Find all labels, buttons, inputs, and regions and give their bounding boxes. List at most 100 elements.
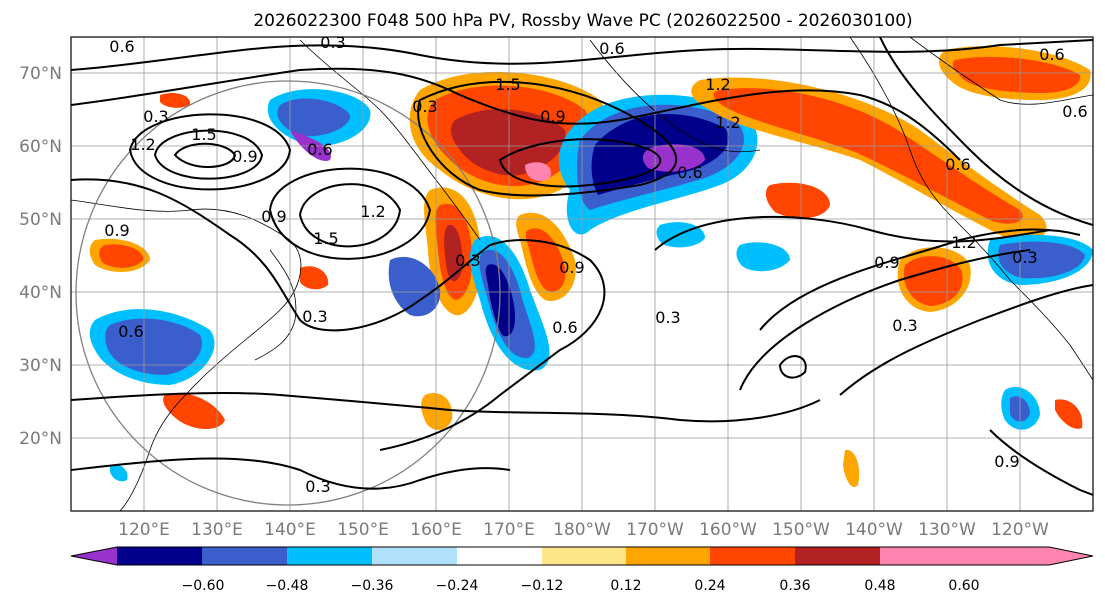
colorbar-extend-high	[880, 547, 1093, 565]
contour-label: 0.3	[320, 33, 345, 52]
contour-label: 0.6	[1062, 102, 1087, 121]
contour-line	[989, 429, 1093, 496]
colorbar-tick: 0.36	[779, 578, 810, 594]
contour-label: 0.9	[874, 253, 899, 272]
contour-line	[71, 67, 961, 161]
lon-label: 180°W	[553, 520, 611, 540]
lon-label: 120°E	[118, 520, 170, 540]
colorbar-tick: 0.48	[864, 578, 895, 594]
positive-anomaly	[450, 109, 566, 176]
contour-label: 0.3	[143, 107, 168, 126]
anomaly-shading	[89, 46, 1093, 488]
colorbar-tick: −0.12	[521, 578, 564, 594]
positive-anomaly	[300, 266, 329, 290]
contour-line	[379, 239, 606, 451]
colorbar-tick: 0.12	[610, 578, 641, 594]
contour-label: 0.9	[261, 207, 286, 226]
negative-anomaly	[388, 256, 441, 317]
lon-label: 130°W	[918, 520, 976, 540]
negative-anomaly	[277, 98, 351, 137]
colorbar-segment	[542, 547, 626, 565]
negative-anomaly	[110, 464, 128, 482]
positive-anomaly	[99, 244, 144, 268]
lat-label: 40°N	[19, 283, 62, 303]
contour-label: 1.5	[313, 229, 338, 248]
contour-label: 0.6	[552, 318, 577, 337]
contour-label: 0.3	[1012, 248, 1037, 267]
contour-label: 0.6	[307, 140, 332, 159]
lat-label: 70°N	[19, 64, 62, 84]
lat-label: 50°N	[19, 210, 62, 230]
contour-label: 0.3	[305, 477, 330, 496]
colorbar-tick: 0.60	[948, 578, 979, 594]
figure-title: 2026022300 F048 500 hPa PV, Rossby Wave …	[253, 11, 912, 31]
colorbar-segment	[457, 547, 542, 565]
colorbar-tick: −0.48	[266, 578, 309, 594]
colorbar-segment	[117, 547, 202, 565]
colorbar-tick: 0.24	[694, 578, 725, 594]
contour-line	[778, 355, 807, 379]
colorbar: −0.60 −0.48 −0.36 −0.24 −0.12 0.12 0.24 …	[70, 546, 1094, 594]
colorbar-outline	[70, 546, 1094, 566]
positive-anomaly	[843, 449, 860, 488]
contour-label: 0.9	[232, 147, 257, 166]
contour-label: 0.9	[559, 258, 584, 277]
contour-line	[71, 178, 491, 332]
contour-label: 1.5	[495, 75, 520, 94]
negative-anomaly	[736, 242, 790, 272]
lon-label: 140°E	[264, 520, 316, 540]
coastlines	[71, 37, 1093, 511]
lon-label: 160°W	[699, 520, 757, 540]
positive-anomaly	[903, 256, 963, 306]
colorbar-tick: −0.24	[436, 578, 479, 594]
contour-label: 0.3	[655, 308, 680, 327]
contour-label: 0.6	[118, 322, 143, 341]
map-content: 0.6 0.3 0.6 1.5 0.3 0.9 1.2 1.5 0.9 1.2 …	[71, 33, 1093, 511]
contour-line	[654, 215, 1051, 251]
coastline	[254, 249, 297, 361]
contour-label: 1.5	[191, 125, 216, 144]
contour-line	[173, 142, 237, 168]
lon-label: 160°E	[410, 520, 462, 540]
colorbar-segment	[710, 547, 795, 565]
contour-label: 1.2	[705, 75, 730, 94]
negative-anomaly	[105, 318, 202, 375]
contour-labels: 0.6 0.3 0.6 1.5 0.3 0.9 1.2 1.5 0.9 1.2 …	[104, 33, 1087, 496]
contour-label: 0.6	[599, 39, 624, 58]
positive-anomaly	[444, 224, 463, 282]
contour-line	[879, 37, 1093, 226]
lat-label: 60°N	[19, 137, 62, 157]
lon-label: 170°E	[483, 520, 535, 540]
contour-line	[268, 167, 432, 260]
longitude-labels: 120°E 130°E 140°E 150°E 160°E 170°E 180°…	[118, 520, 1049, 540]
contour-line	[153, 129, 264, 180]
contour-label: 0.3	[455, 251, 480, 270]
lat-label: 30°N	[19, 356, 62, 376]
contour-line	[498, 138, 662, 188]
contour-label: 0.3	[892, 316, 917, 335]
colorbar-tick: −0.60	[182, 578, 225, 594]
map-frame	[70, 36, 1094, 512]
contour-line	[839, 284, 1093, 396]
contour-line	[298, 183, 402, 248]
contour-label: 0.6	[109, 37, 134, 56]
contour-label: 0.6	[1039, 45, 1064, 64]
lon-label: 140°W	[845, 520, 903, 540]
reference-circle	[75, 80, 501, 506]
colorbar-extend-low	[71, 547, 117, 565]
negative-anomaly	[290, 130, 331, 161]
contour-line	[759, 228, 1081, 331]
positive-anomaly	[1055, 399, 1083, 429]
gridlines	[71, 37, 1093, 511]
contour-label: 0.9	[104, 221, 129, 240]
positive-anomaly	[952, 56, 1081, 94]
contour-line	[71, 391, 821, 423]
colorbar-ticks: −0.60 −0.48 −0.36 −0.24 −0.12 0.12 0.24 …	[182, 578, 980, 594]
colorbar-segment	[795, 547, 880, 565]
contour-line	[71, 457, 511, 490]
latitude-labels: 70°N 60°N 50°N 40°N 30°N 20°N	[19, 64, 62, 449]
contour-label: 0.3	[302, 307, 327, 326]
contour-label: 1.2	[360, 202, 385, 221]
lon-label: 150°W	[772, 520, 830, 540]
